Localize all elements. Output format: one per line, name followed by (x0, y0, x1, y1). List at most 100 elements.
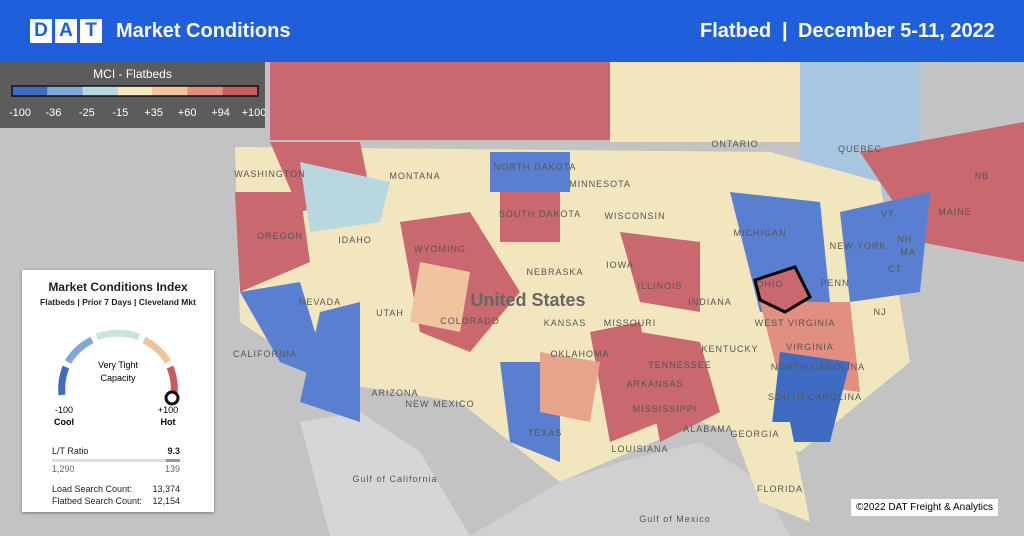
gauge-segment (95, 329, 141, 341)
map-label: MINNESOTA (569, 179, 631, 189)
ratio-bar (52, 459, 180, 462)
logo-letter: T (80, 19, 102, 43)
map-label: NORTH CAROLINA (771, 362, 865, 372)
map-label: OHIO (756, 279, 783, 289)
ratio-label: L/T Ratio (52, 446, 89, 456)
region (300, 162, 390, 232)
region (540, 352, 600, 422)
colorbar-segment (82, 86, 118, 96)
status: Capacity (100, 373, 136, 383)
map-label: KANSAS (544, 318, 587, 328)
gauge-segment (142, 336, 171, 364)
map-label: MISSOURI (604, 318, 657, 328)
colorbar-segment (12, 86, 48, 96)
date-range: December 5-11, 2022 (798, 20, 995, 42)
min-name: Cool (54, 417, 74, 425)
gauge-segment (58, 365, 70, 396)
legend-title: MCI - Flatbeds (93, 67, 172, 81)
map-label: INDIANA (688, 297, 732, 307)
colorbar-segment (117, 86, 153, 96)
region (410, 262, 470, 332)
max-value: +100 (158, 405, 178, 415)
logo-letter: A (55, 19, 77, 43)
info-card: Market Conditions Index Flatbeds | Prior… (22, 270, 214, 512)
region (730, 422, 810, 522)
map-label: CT (888, 264, 902, 274)
map-label: United States (470, 290, 585, 310)
card-subtitle: Flatbeds | Prior 7 Days | Cleveland Mkt (40, 297, 196, 307)
colorbar-label: -100 (9, 107, 31, 119)
colorbar-segment (187, 86, 223, 96)
region (300, 302, 360, 422)
region (590, 322, 660, 442)
max-name: Hot (161, 417, 176, 425)
status: Very Tight (98, 360, 139, 370)
map-label: NEW MEXICO (405, 399, 474, 409)
copyright: ©2022 DAT Freight & Analytics (850, 499, 998, 516)
map-label: GEORGIA (730, 429, 779, 439)
colorbar: -100 -36 -25 -15 +35 +60 +94 +100 (9, 85, 265, 119)
map-label: TEXAS (528, 428, 563, 438)
map-label: NB (975, 171, 990, 181)
map-label: NJ (874, 307, 887, 317)
stat-label: Flatbed Search Count: (52, 496, 143, 506)
region (270, 62, 610, 140)
loads: 1,290 (52, 464, 75, 474)
colorbar-label: -36 (45, 107, 61, 119)
map-label: MA (900, 247, 916, 257)
map-label: KENTUCKY (701, 344, 758, 354)
gauge: Very Tight Capacity -100 Cool +100 Hot (54, 329, 180, 425)
region (770, 352, 850, 442)
map-label: Gulf of California (352, 474, 437, 484)
map: ONTARIO QUEBEC WASHINGTON MONTANA NORTH DAKO… (0, 62, 1024, 536)
stat-row: Load Search Count: 13,374 (52, 484, 180, 494)
map-label: IOWA (606, 260, 634, 270)
map-label: QUEBEC (838, 144, 882, 154)
logo-letter: D (30, 19, 52, 43)
map-label: IDAHO (338, 235, 372, 245)
stat-label: Load Search Count: (52, 484, 133, 494)
min-value: -100 (55, 405, 73, 415)
map-label: ARKANSAS (626, 379, 683, 389)
map-label: WEST VIRGINIA (755, 318, 836, 328)
map-label: FLORIDA (757, 484, 803, 494)
map-label: UTAH (376, 308, 404, 318)
colorbar-segment (47, 86, 83, 96)
region (610, 62, 800, 142)
map-label: SOUTH CAROLINA (768, 392, 862, 402)
trucks: 139 (164, 464, 180, 474)
map-label: NEVADA (299, 297, 341, 307)
map-label: MICHIGAN (734, 228, 787, 238)
map-label: LOUISIANA (611, 444, 668, 454)
map-label: Gulf of Mexico (639, 514, 711, 524)
map-label: NH (898, 234, 913, 244)
mexico (300, 412, 470, 536)
stats: Load Search Count: 13,374 Flatbed Search C… (52, 484, 180, 508)
region (620, 232, 700, 312)
map-label: WYOMING (414, 244, 466, 254)
map-label: MISSISSIPPI (633, 404, 698, 414)
stat-row: Flatbed Search Count: 12,154 (52, 496, 180, 506)
map-label: MAINE (938, 207, 972, 217)
map-label: PENN (820, 278, 849, 288)
map-label: VIRGINIA (786, 342, 834, 352)
map-label: TENNESSEE (648, 360, 712, 370)
map-label: ARIZONA (371, 388, 418, 398)
region (500, 192, 560, 242)
gulf (470, 442, 790, 536)
stat-value: 13,374 (152, 484, 180, 494)
map-label: NEBRASKA (526, 267, 583, 277)
map-label: OREGON (257, 231, 303, 241)
region (240, 282, 330, 382)
divider: | (782, 20, 788, 42)
colorbar-label: -25 (79, 107, 95, 119)
map-label: ILLINOIS (637, 281, 682, 291)
region (640, 332, 720, 442)
region (235, 192, 310, 292)
equipment: Flatbed (700, 20, 772, 42)
header-title: Market Conditions (116, 20, 291, 42)
map-label: SOUTH DAKOTA (499, 209, 581, 219)
